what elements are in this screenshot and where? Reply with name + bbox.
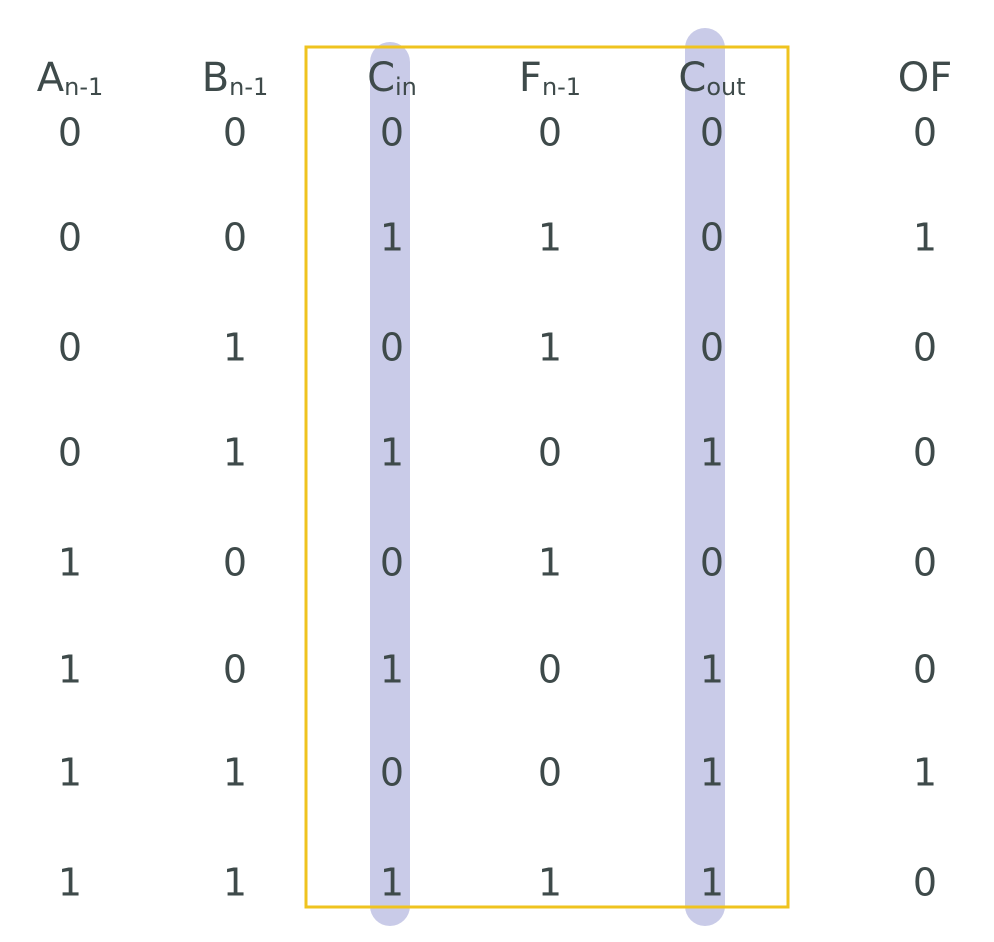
- header-sub: n-1: [64, 73, 103, 101]
- column-header: OF: [898, 55, 953, 101]
- cell: 0: [223, 648, 247, 692]
- cin-highlight: [370, 42, 410, 926]
- column-header: Bn-1: [202, 55, 269, 101]
- cell: 1: [700, 648, 724, 692]
- header-sub: n-1: [542, 73, 581, 101]
- cell: 1: [58, 751, 82, 795]
- cell: 0: [913, 861, 937, 905]
- header-main: B: [202, 55, 229, 101]
- cout-highlight: [685, 28, 725, 926]
- cell: 1: [913, 751, 937, 795]
- header-sub: in: [395, 73, 417, 101]
- cell: 1: [223, 326, 247, 370]
- header-main: A: [37, 55, 65, 101]
- header-main: C: [678, 55, 706, 101]
- cell: 0: [380, 751, 404, 795]
- cell: 1: [223, 861, 247, 905]
- cell: 0: [58, 111, 82, 155]
- cell: 0: [913, 431, 937, 475]
- column-header: Cin: [367, 55, 417, 101]
- highlight-box: [304, 45, 790, 909]
- cell: 0: [700, 326, 724, 370]
- cell: 1: [380, 216, 404, 260]
- cell: 1: [913, 216, 937, 260]
- cell: 1: [58, 541, 82, 585]
- cell: 0: [913, 326, 937, 370]
- cell: 0: [58, 216, 82, 260]
- cell: 0: [913, 648, 937, 692]
- header-main: F: [519, 55, 542, 101]
- header-sub: n-1: [229, 73, 268, 101]
- cell: 1: [538, 541, 562, 585]
- column-header: An-1: [37, 55, 104, 101]
- cell: 0: [223, 111, 247, 155]
- cell: 0: [700, 216, 724, 260]
- header-main: C: [367, 55, 395, 101]
- cell: 0: [913, 541, 937, 585]
- cell: 0: [538, 431, 562, 475]
- cell: 1: [380, 431, 404, 475]
- cell: 0: [700, 541, 724, 585]
- cell: 1: [223, 431, 247, 475]
- cell: 0: [913, 111, 937, 155]
- cell: 1: [58, 648, 82, 692]
- cell: 0: [700, 111, 724, 155]
- column-header: Fn-1: [519, 55, 581, 101]
- cell: 1: [700, 431, 724, 475]
- header-main: OF: [898, 55, 953, 101]
- cell: 1: [538, 326, 562, 370]
- cell: 0: [380, 541, 404, 585]
- cell: 1: [380, 648, 404, 692]
- cell: 1: [538, 861, 562, 905]
- cell: 1: [223, 751, 247, 795]
- cell: 0: [58, 431, 82, 475]
- cell: 1: [538, 216, 562, 260]
- cell: 1: [700, 861, 724, 905]
- header-sub: out: [706, 73, 745, 101]
- cell: 0: [380, 326, 404, 370]
- cell: 0: [538, 751, 562, 795]
- cell: 0: [223, 216, 247, 260]
- cell: 1: [58, 861, 82, 905]
- cell: 0: [223, 541, 247, 585]
- column-header: Cout: [678, 55, 745, 101]
- cell: 0: [380, 111, 404, 155]
- cell: 1: [380, 861, 404, 905]
- cell: 1: [700, 751, 724, 795]
- cell: 0: [58, 326, 82, 370]
- cell: 0: [538, 111, 562, 155]
- cell: 0: [538, 648, 562, 692]
